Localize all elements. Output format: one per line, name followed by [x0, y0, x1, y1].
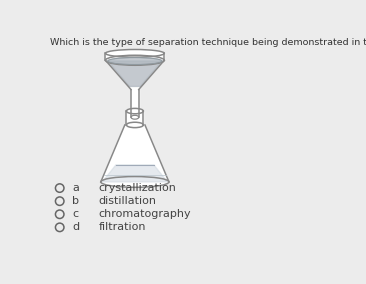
Ellipse shape — [105, 49, 164, 57]
Ellipse shape — [131, 115, 139, 119]
Ellipse shape — [101, 177, 169, 187]
Polygon shape — [105, 53, 164, 60]
Polygon shape — [105, 60, 164, 89]
Ellipse shape — [126, 122, 143, 128]
Polygon shape — [101, 125, 169, 182]
Text: d: d — [72, 222, 79, 232]
Polygon shape — [102, 165, 167, 182]
Text: b: b — [72, 196, 79, 206]
Polygon shape — [126, 111, 143, 125]
Polygon shape — [108, 61, 162, 86]
Polygon shape — [131, 89, 139, 117]
Text: a: a — [72, 183, 79, 193]
Text: chromatography: chromatography — [98, 209, 191, 219]
Ellipse shape — [105, 55, 164, 65]
Text: filtration: filtration — [98, 222, 146, 232]
Ellipse shape — [108, 58, 162, 64]
Text: crystallization: crystallization — [98, 183, 176, 193]
Ellipse shape — [126, 108, 143, 114]
Text: Which is the type of separation technique being demonstrated in the figure?: Which is the type of separation techniqu… — [50, 38, 366, 47]
Text: distillation: distillation — [98, 196, 156, 206]
Text: c: c — [72, 209, 78, 219]
